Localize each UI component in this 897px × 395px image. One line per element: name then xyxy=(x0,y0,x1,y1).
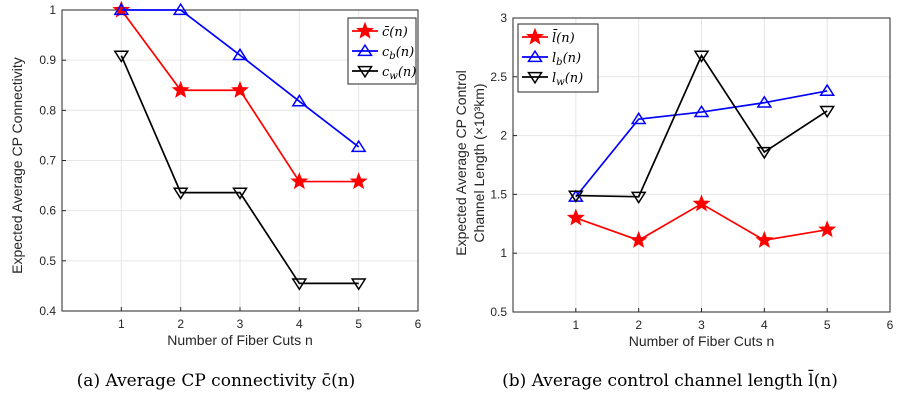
data-point xyxy=(112,0,131,18)
data-point xyxy=(567,190,584,203)
y-tick-label: 1.5 xyxy=(490,187,507,201)
data-point xyxy=(630,111,647,125)
y-tick-label: 2 xyxy=(500,129,507,143)
chart-b-y-axis-label-line1: Expected Average CP Control xyxy=(453,70,469,256)
data-point xyxy=(756,95,773,108)
y-tick-label: 0.5 xyxy=(490,305,507,319)
legend-label: cb(n) xyxy=(382,45,414,62)
x-tick-label: 6 xyxy=(887,318,894,332)
data-point xyxy=(819,105,836,119)
data-point xyxy=(350,278,367,291)
y-tick-label: 0.7 xyxy=(39,154,56,168)
data-point xyxy=(291,278,308,291)
plot-border xyxy=(512,17,891,313)
chart-a-legend: c̄(n) cb(n) cw(n) xyxy=(347,17,417,85)
x-tick-label: 4 xyxy=(761,318,768,332)
data-point xyxy=(290,172,309,190)
data-point xyxy=(755,230,774,248)
legend-label: c̄(n) xyxy=(382,25,408,40)
x-tick-label: 1 xyxy=(572,318,579,332)
y-tick-label: 1 xyxy=(500,246,507,260)
chart-b-y-axis-label-line2: Channel Length (×10³km) xyxy=(471,83,487,242)
data-point xyxy=(349,172,368,190)
data-point xyxy=(232,47,248,61)
chart-a-ticks: 1 2 3 4 5 6 0.4 0.5 0.6 0.7 0.8 0.9 1 xyxy=(39,3,421,331)
series-line xyxy=(121,9,360,148)
data-point xyxy=(756,146,773,160)
legend-label: lb(n) xyxy=(552,51,581,68)
chart-a-y-axis-label: Expected Average CP Connectivity xyxy=(9,57,25,274)
data-point xyxy=(819,83,836,97)
series-line xyxy=(575,53,828,198)
x-tick-label: 5 xyxy=(355,317,362,331)
legend-label: cw(n) xyxy=(382,65,416,82)
y-tick-label: 0.6 xyxy=(39,204,56,218)
data-point xyxy=(172,2,189,16)
y-tick-label: 0.9 xyxy=(39,53,56,67)
data-point xyxy=(692,194,711,212)
plot-border xyxy=(61,9,419,312)
legend-marker xyxy=(356,21,374,39)
data-point xyxy=(232,187,248,200)
data-point xyxy=(350,139,367,153)
data-point xyxy=(231,80,249,98)
data-point xyxy=(693,104,710,118)
x-tick-label: 2 xyxy=(635,318,642,332)
data-point xyxy=(566,208,585,226)
x-tick-label: 6 xyxy=(415,317,422,331)
data-point xyxy=(113,50,130,63)
legend-label: lw(n) xyxy=(552,71,583,88)
chart-b-ticks: 1 2 3 4 5 6 0.5 1 1.5 2 2.5 3 xyxy=(490,11,893,332)
chart-a-connectivity: 1 2 3 4 5 6 0.4 0.5 0.6 0.7 0.8 0.9 1 Number of Fibe… xyxy=(9,0,422,391)
legend-marker xyxy=(357,65,373,79)
x-tick-label: 4 xyxy=(296,317,303,331)
series-line xyxy=(575,90,828,198)
data-point xyxy=(172,187,189,200)
data-point xyxy=(693,50,710,63)
x-tick-label: 2 xyxy=(177,317,184,331)
y-tick-label: 0.5 xyxy=(39,254,56,268)
data-point xyxy=(630,191,647,205)
legend-marker xyxy=(357,43,373,57)
y-tick-label: 0.4 xyxy=(39,304,56,318)
data-point xyxy=(291,94,308,107)
y-tick-label: 3 xyxy=(500,11,507,25)
x-tick-label: 5 xyxy=(824,318,831,332)
data-point xyxy=(818,220,837,238)
chart-a-series xyxy=(112,0,368,291)
series-line xyxy=(120,55,359,285)
chart-b-control-channel-length: 1 2 3 4 5 6 0.5 1 1.5 2 2.5 3 Number of Fiber Cuts … xyxy=(453,11,894,391)
chart-a-x-axis-label: Number of Fiber Cuts n xyxy=(167,332,313,348)
chart-a-caption: (a) Average CP connectivity c̄(n) xyxy=(77,371,356,391)
legend-marker xyxy=(526,27,544,45)
chart-b-x-axis-label: Number of Fiber Cuts n xyxy=(629,333,775,349)
y-tick-label: 2.5 xyxy=(490,70,507,84)
y-tick-label: 0.8 xyxy=(39,103,56,117)
x-tick-label: 1 xyxy=(118,317,125,331)
data-point xyxy=(113,2,130,16)
legend-label: l̄(n) xyxy=(552,29,575,46)
y-tick-label: 1 xyxy=(49,3,56,17)
data-point xyxy=(629,230,648,248)
data-point xyxy=(171,80,190,98)
chart-b-caption: (b) Average control channel length l̄(n) xyxy=(502,368,838,391)
x-tick-label: 3 xyxy=(698,318,705,332)
legend-marker xyxy=(527,71,543,85)
chart-b-legend: l̄(n) lb(n) lw(n) xyxy=(517,23,599,93)
legend-marker xyxy=(527,49,543,63)
x-tick-label: 3 xyxy=(237,317,244,331)
chart-b-series xyxy=(566,50,837,248)
